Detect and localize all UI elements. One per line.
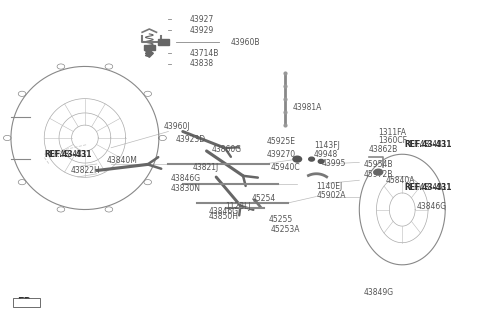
Text: 43995: 43995 xyxy=(321,159,346,168)
Bar xyxy=(13,298,39,307)
Text: REF.43-431: REF.43-431 xyxy=(405,183,452,192)
Text: 43840M: 43840M xyxy=(107,156,137,165)
Text: 43821J: 43821J xyxy=(192,163,218,172)
Text: 43960J: 43960J xyxy=(164,122,190,131)
Text: 43846G: 43846G xyxy=(417,202,447,212)
Text: REF.43-431: REF.43-431 xyxy=(44,150,92,159)
Text: REF.43-431: REF.43-431 xyxy=(405,183,447,192)
Text: 43846G: 43846G xyxy=(209,207,239,215)
Circle shape xyxy=(318,159,324,163)
Text: 43960B: 43960B xyxy=(230,37,260,47)
Text: 43929: 43929 xyxy=(190,26,214,35)
Text: 43822H: 43822H xyxy=(71,166,100,175)
Text: 43838: 43838 xyxy=(190,59,214,68)
Text: REF.43-431: REF.43-431 xyxy=(405,140,447,149)
Text: REF.43-431: REF.43-431 xyxy=(44,150,87,159)
Text: 45902A: 45902A xyxy=(316,191,346,200)
Text: 43830N: 43830N xyxy=(171,184,201,193)
Text: 1311FA: 1311FA xyxy=(378,128,407,137)
Text: 43849G: 43849G xyxy=(364,288,394,297)
Circle shape xyxy=(293,156,301,162)
Bar xyxy=(158,39,169,45)
Text: 1143FJ: 1143FJ xyxy=(314,141,340,150)
Text: 49948: 49948 xyxy=(314,150,338,159)
Text: 45940C: 45940C xyxy=(271,163,300,173)
Text: 43714B: 43714B xyxy=(190,49,219,58)
Text: 1360CF: 1360CF xyxy=(378,136,408,145)
Text: 43860G: 43860G xyxy=(211,145,241,154)
Text: 1140EJ: 1140EJ xyxy=(316,182,343,191)
Text: 43850H: 43850H xyxy=(209,212,239,221)
Text: 45954B: 45954B xyxy=(364,160,394,170)
Text: 1123LJ: 1123LJ xyxy=(226,202,252,212)
Text: FR: FR xyxy=(17,297,31,307)
Text: 439270: 439270 xyxy=(266,150,295,159)
Text: 43862B: 43862B xyxy=(369,145,398,154)
Text: 43927: 43927 xyxy=(190,15,214,24)
Polygon shape xyxy=(145,50,153,57)
Text: 43923D: 43923D xyxy=(176,135,206,144)
Text: 45254: 45254 xyxy=(252,194,276,203)
Circle shape xyxy=(309,157,314,161)
Text: 45925E: 45925E xyxy=(266,137,295,146)
Text: 43846G: 43846G xyxy=(171,174,201,183)
Bar xyxy=(144,45,155,50)
Text: REF.43-431: REF.43-431 xyxy=(405,140,452,149)
Text: 45840A: 45840A xyxy=(385,176,415,185)
Text: 43981A: 43981A xyxy=(292,103,322,112)
Text: 45972B: 45972B xyxy=(364,170,394,179)
Text: 45253A: 45253A xyxy=(271,225,300,234)
Circle shape xyxy=(374,169,383,175)
Text: 45255: 45255 xyxy=(269,215,293,224)
